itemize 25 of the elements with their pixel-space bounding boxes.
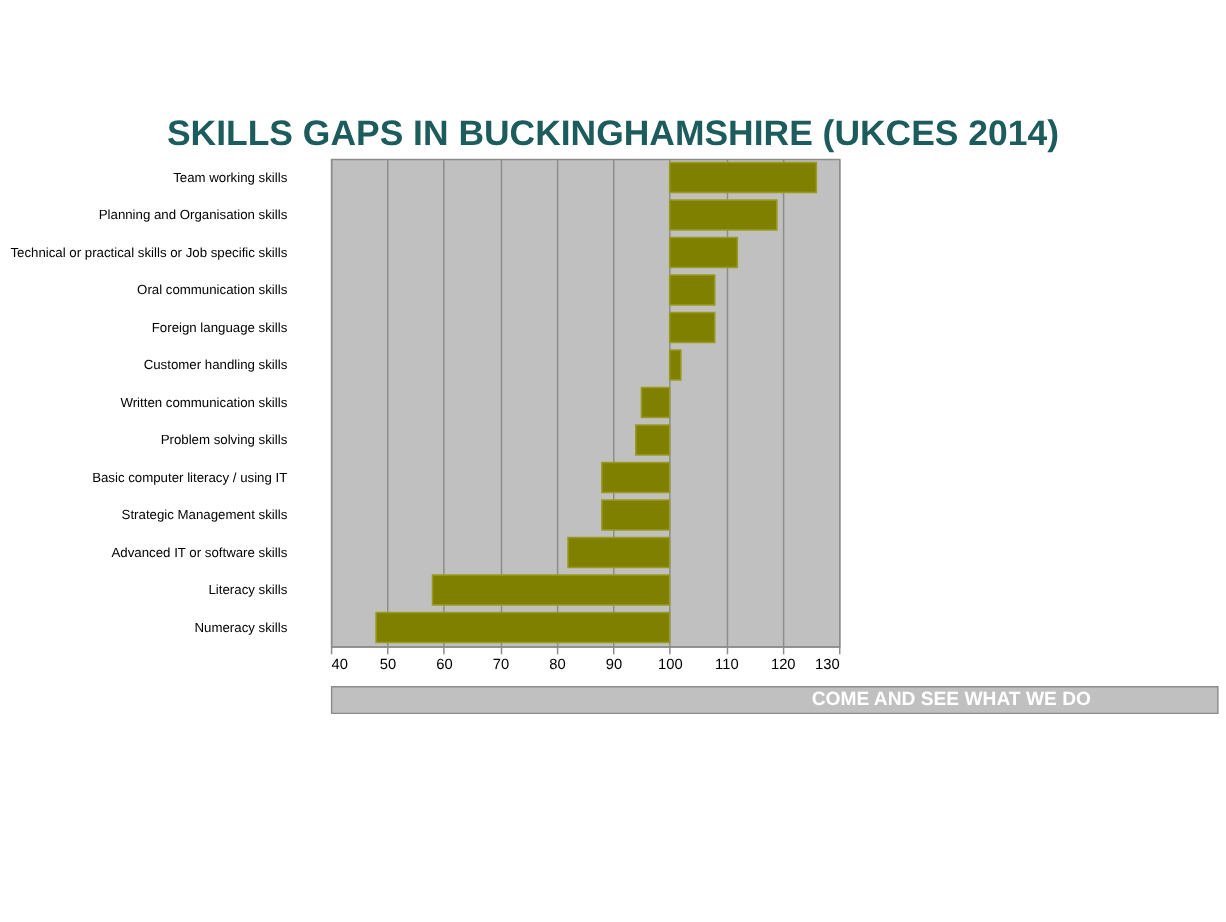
x-tick-label: 120 (770, 655, 796, 674)
bar (668, 349, 682, 381)
bar (431, 574, 671, 606)
x-tick-label: 50 (379, 655, 397, 674)
bar (567, 536, 671, 569)
bar (668, 236, 739, 269)
bar (668, 161, 818, 194)
bar (601, 461, 671, 494)
x-tick-label: 40 (331, 655, 349, 674)
x-tick-label: 90 (605, 655, 623, 674)
bar (601, 499, 671, 531)
bar (668, 199, 778, 231)
x-tick-label: 100 (658, 655, 683, 674)
bar (668, 274, 716, 306)
bar (640, 386, 671, 419)
bar (668, 311, 716, 344)
chart-title: SKILLS GAPS IN BUCKINGHAMSHIRE (UKCES 2014) (166, 112, 1060, 153)
x-tick-label: 110 (715, 655, 739, 674)
bar (375, 611, 671, 644)
text: COME AND SEE WHAT WE DO (811, 689, 1092, 712)
bar (635, 424, 671, 456)
x-tick-label: 130 (815, 655, 840, 674)
x-tick-label: 60 (436, 655, 453, 674)
x-tick-label: 70 (492, 655, 510, 674)
x-tick-label: 80 (549, 655, 566, 674)
